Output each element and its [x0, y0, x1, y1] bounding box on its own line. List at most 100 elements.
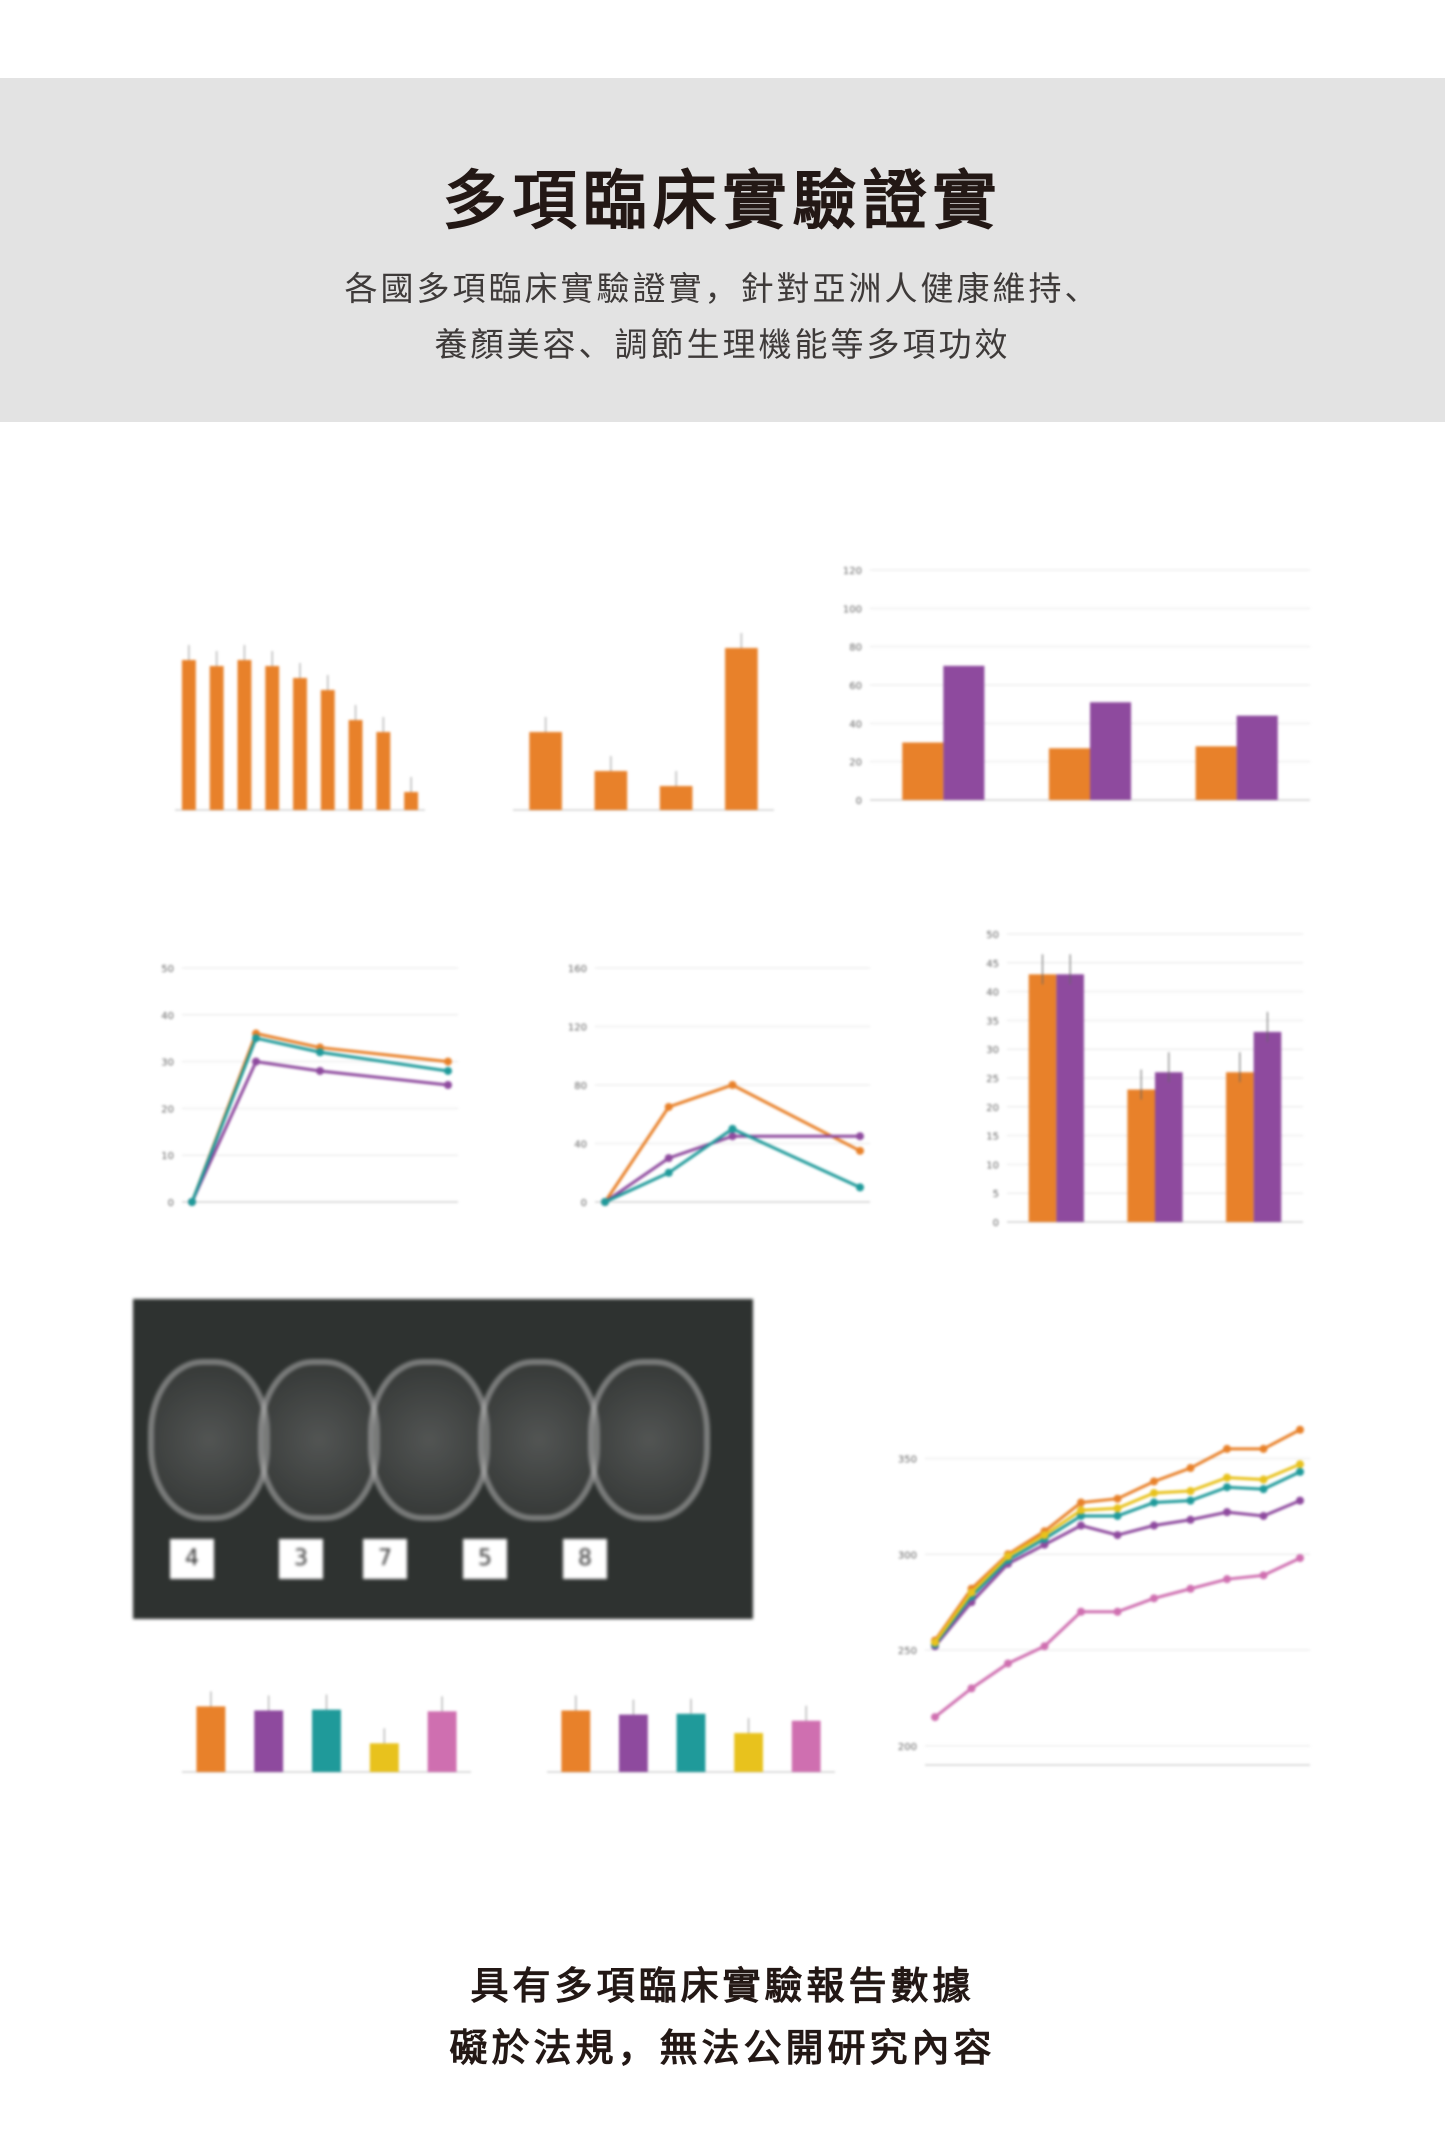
- series-line: [603, 1083, 861, 1203]
- data-point: [1077, 1506, 1085, 1515]
- data-point: [1077, 1521, 1085, 1530]
- bar: [404, 792, 419, 810]
- footer-line-1: 具有多項臨床實驗報告數據: [470, 1964, 975, 2008]
- bar: [619, 1714, 648, 1772]
- tick-label: 25: [986, 1074, 999, 1085]
- bar: [1056, 974, 1084, 1222]
- data-point: [1296, 1496, 1304, 1505]
- chart-line-1: 0 10 20 30 40 50: [137, 928, 468, 1272]
- data-point: [1004, 1659, 1012, 1668]
- tick-label: 250: [898, 1646, 917, 1657]
- tick-label: 20: [849, 758, 862, 769]
- tick-label: 40: [986, 988, 999, 999]
- bar: [265, 666, 280, 810]
- data-point: [967, 1588, 976, 1597]
- tick-label: 35: [986, 1016, 999, 1027]
- bar: [529, 732, 562, 810]
- chart-grouped-1: 0 20 40 60 80 100 120: [825, 530, 1320, 870]
- bar: [1155, 1072, 1183, 1222]
- series-line: [604, 1134, 860, 1204]
- data-point: [1296, 1467, 1304, 1476]
- bar: [293, 678, 307, 810]
- tick-label: 80: [849, 643, 862, 654]
- bar: [254, 1710, 284, 1772]
- bar: [1127, 1089, 1155, 1222]
- data-point: [1186, 1487, 1195, 1496]
- data-point: [444, 1057, 452, 1066]
- image-label: 7: [363, 1539, 407, 1579]
- data-point: [664, 1168, 673, 1177]
- data-point: [316, 1066, 324, 1075]
- chart-bar-1: [130, 530, 435, 880]
- data-point: [316, 1048, 324, 1057]
- data-point: [728, 1132, 737, 1141]
- data-point: [728, 1124, 737, 1133]
- subtitle-line-1: 各國多項臨床實驗證實，針對亞洲人健康維持、: [344, 269, 1101, 308]
- tissue-image: 4 3 7 5 8: [133, 1299, 753, 1619]
- data-point: [967, 1684, 976, 1693]
- tick-label: 5: [993, 1189, 999, 1200]
- data-point: [1077, 1511, 1085, 1520]
- image-label: 4: [170, 1539, 214, 1579]
- bar: [1048, 748, 1090, 800]
- image-label: 5: [463, 1539, 507, 1579]
- data-point: [856, 1132, 864, 1141]
- data-point: [601, 1198, 609, 1206]
- chart-line-3: 200 250 300 350: [880, 1361, 1320, 1835]
- tick-label: 45: [986, 959, 999, 970]
- data-point: [1004, 1552, 1012, 1561]
- bar: [196, 1706, 226, 1772]
- bar: [376, 732, 391, 810]
- data-point: [1296, 1460, 1304, 1469]
- bar: [369, 1743, 399, 1772]
- tick-label: 30: [986, 1045, 999, 1056]
- data-point: [728, 1081, 737, 1089]
- data-point: [1040, 1540, 1049, 1549]
- tick-label: 80: [574, 1081, 587, 1092]
- data-point: [1259, 1571, 1268, 1580]
- chart-line-2: 0 40 80 120 160: [550, 928, 880, 1272]
- data-point: [1113, 1531, 1122, 1540]
- tick-label: 40: [161, 1011, 174, 1022]
- tick-label: 40: [849, 719, 862, 730]
- chart-grouped-2: 0 5 10 15 20 25 30 35 40 45 50: [962, 894, 1313, 1292]
- data-point: [444, 1081, 452, 1089]
- bar: [427, 1711, 457, 1772]
- bar: [237, 660, 252, 810]
- data-point: [1113, 1504, 1122, 1513]
- bar: [1195, 746, 1237, 800]
- data-point: [1186, 1584, 1195, 1593]
- bar: [594, 771, 628, 810]
- page-title: 多項臨床實驗證實: [442, 165, 1003, 239]
- data-point: [1150, 1594, 1158, 1603]
- data-point: [856, 1146, 864, 1155]
- image-label: 8: [563, 1539, 607, 1579]
- data-point: [1296, 1554, 1304, 1563]
- data-point: [252, 1034, 260, 1043]
- bar: [725, 648, 758, 810]
- bar: [1253, 1031, 1282, 1222]
- data-point: [664, 1102, 673, 1111]
- bar: [348, 720, 363, 810]
- tick-label: 0: [581, 1198, 587, 1209]
- footer-line-2: 礙於法規，無法公開研究內容: [449, 2026, 996, 2070]
- tick-label: 300: [898, 1550, 917, 1561]
- tick-label: 20: [986, 1103, 999, 1114]
- data-point: [1040, 1642, 1049, 1651]
- tick-label: 50: [161, 964, 174, 975]
- data-point: [1113, 1511, 1122, 1520]
- data-point: [931, 1713, 939, 1722]
- chart-bar-2: [468, 530, 784, 880]
- tick-label: 10: [161, 1151, 174, 1162]
- tick-label: 20: [161, 1104, 174, 1115]
- tick-label: 350: [898, 1454, 917, 1465]
- data-point: [1113, 1494, 1122, 1503]
- bar: [1226, 1072, 1254, 1222]
- data-point: [1223, 1473, 1231, 1482]
- series-line: [604, 1127, 861, 1204]
- bar: [312, 1709, 341, 1772]
- bar: [320, 690, 335, 810]
- tick-label: 15: [986, 1132, 999, 1143]
- data-point: [1150, 1498, 1158, 1507]
- bar: [791, 1720, 821, 1772]
